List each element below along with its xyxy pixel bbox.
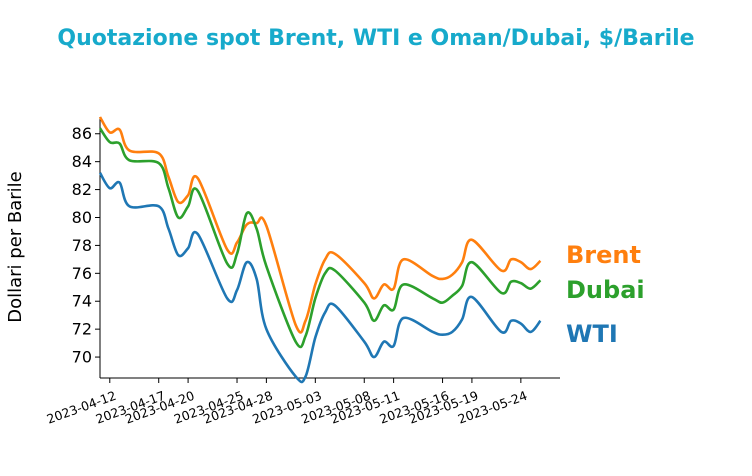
series-label-wti: WTI [566,320,618,348]
y-tick-label: 78 [72,236,92,255]
y-tick-label: 80 [72,208,92,227]
y-tick-label: 74 [72,292,92,311]
y-tick-label: 70 [72,348,92,367]
y-tick-label: 76 [72,264,92,283]
series-lines [98,116,542,384]
series-line-wti [98,172,542,384]
y-tick-label: 84 [72,152,92,171]
series-label-dubai: Dubai [566,276,645,304]
y-tick-label: 86 [72,124,92,143]
series-line-brent [98,116,542,334]
series-label-brent: Brent [566,241,641,269]
chart-title: Quotazione spot Brent, WTI e Oman/Dubai,… [57,26,695,51]
y-tick-label: 72 [72,320,92,339]
y-axis-label: Dollari per Barile [5,171,26,323]
series-labels: Brent Dubai WTI [566,241,645,348]
y-tick-label: 82 [72,180,92,199]
series-line-dubai [98,127,542,349]
